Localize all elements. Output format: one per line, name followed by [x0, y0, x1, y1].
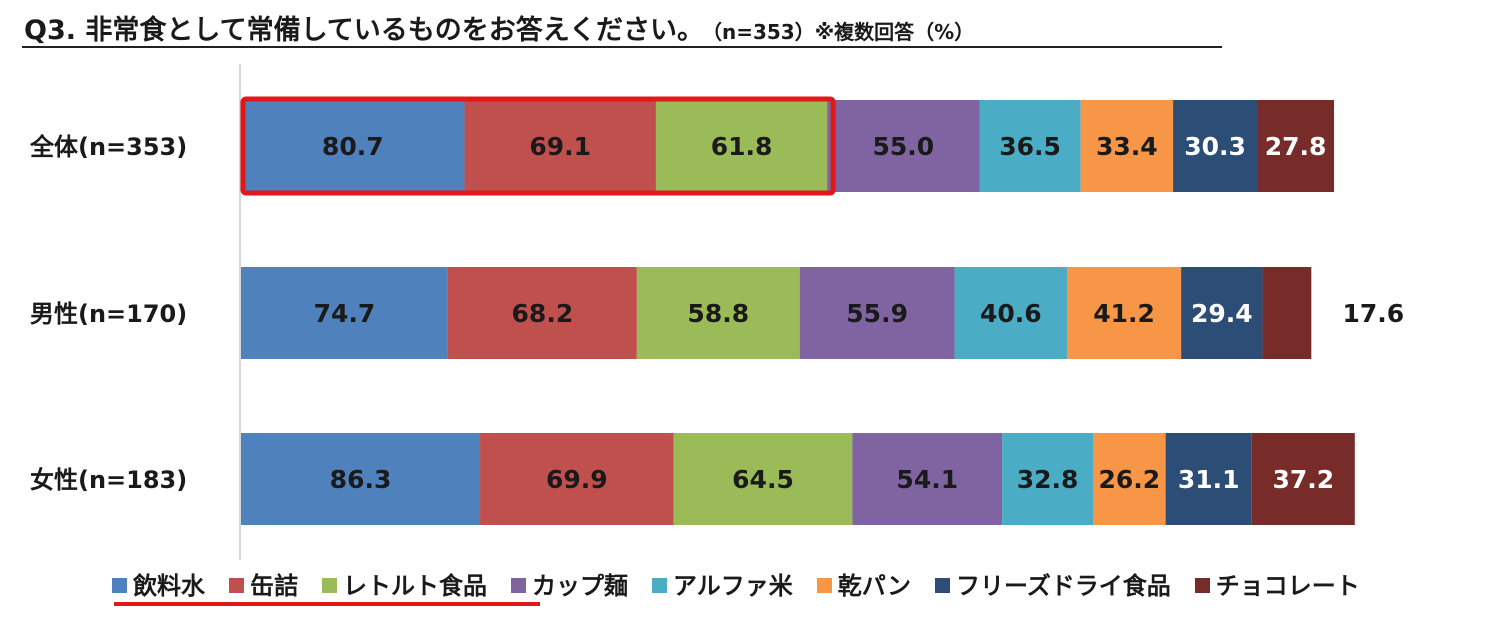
legend-swatch: [1194, 578, 1210, 593]
legend-item: チョコレート: [1194, 566, 1360, 601]
title-underline: [22, 46, 1222, 48]
bar-segment: [799, 267, 955, 359]
legend-swatch: [652, 578, 667, 593]
data-label: 61.8: [711, 132, 773, 161]
bar-segment: [1251, 433, 1355, 525]
legend-label: レトルト食品: [343, 572, 487, 600]
bar-segment: [1173, 100, 1258, 192]
legend-label: アルファ米: [673, 572, 793, 600]
bar-segment: [464, 100, 656, 192]
bar-segment: [1093, 433, 1166, 525]
bar-segment: [241, 267, 448, 359]
legend-label: カップ麺: [532, 572, 628, 600]
legend-item: カップ麺: [511, 566, 628, 601]
data-label: 54.1: [896, 465, 958, 494]
data-label: 55.0: [872, 132, 934, 161]
category-label: 全体(n=353): [29, 133, 187, 161]
data-label: 64.5: [732, 465, 794, 494]
bar-segment: [1067, 267, 1182, 359]
data-label: 40.6: [980, 299, 1042, 328]
legend-label: 乾パン: [837, 572, 911, 600]
legend-swatch: [816, 578, 832, 593]
legend-label: 缶詰: [250, 572, 298, 600]
data-label: 27.8: [1265, 132, 1327, 161]
chart-title-main: Q3. 非常食として常備しているものをお答えください。: [24, 15, 704, 46]
bar-segment: [673, 433, 853, 525]
data-label: 36.5: [999, 132, 1061, 161]
data-label: 32.8: [1017, 465, 1079, 494]
bar-segment: [1181, 267, 1263, 359]
bar-segment: [827, 100, 980, 192]
data-label: 29.4: [1191, 299, 1253, 328]
legend-label: チョコレート: [1215, 572, 1360, 600]
legend-swatch: [511, 578, 526, 593]
legend-label: 飲料水: [133, 572, 205, 600]
bar-segment: [1262, 267, 1312, 359]
bar-segment: [241, 100, 465, 192]
data-label: 69.9: [546, 465, 608, 494]
data-label: 74.7: [314, 299, 376, 328]
chart-title-sub: （n=353）※複数回答（%）: [711, 20, 975, 44]
bar-segment: [447, 267, 637, 359]
bar-segment: [636, 267, 800, 359]
data-label: 58.8: [687, 299, 749, 328]
bar-segment: [1165, 433, 1252, 525]
category-label: 女性(n=183): [30, 466, 187, 494]
data-label: 30.3: [1184, 132, 1246, 161]
data-label: 80.7: [322, 132, 384, 161]
bar-segment: [241, 433, 481, 525]
data-label: 17.6: [1342, 299, 1404, 328]
stacked-bar-chart: 全体(n=353) 80.7 69.1 61.8 55.0 36.5 33.4 30.3 27.…: [29, 64, 1404, 560]
legend-swatch: [322, 578, 337, 593]
chart-title: Q3. 非常食として常備しているものをお答えください。 （n=353）※複数回答（…: [24, 8, 974, 47]
data-label: 69.1: [529, 132, 591, 161]
legend-swatch: [112, 578, 127, 593]
legend: 飲料水 缶詰 レトルト食品 カップ麺 アルファ米 乾パン フリーズドライ食品 チョコレート: [112, 566, 1384, 601]
legend-item: 乾パン: [816, 566, 911, 601]
legend-item: レトルト食品: [322, 566, 487, 601]
bar-segment: [480, 433, 674, 525]
legend-label: フリーズドライ食品: [955, 572, 1171, 600]
bar-segment: [1257, 100, 1335, 192]
data-label: 86.3: [330, 465, 392, 494]
legend-swatch: [229, 578, 244, 593]
data-label: 31.1: [1178, 465, 1240, 494]
bar-segment: [852, 433, 1003, 525]
highlight-box: [240, 96, 836, 196]
data-label: 68.2: [512, 299, 574, 328]
legend-item: 缶詰: [229, 566, 298, 601]
data-label: 33.4: [1096, 132, 1158, 161]
bar-segment: [954, 267, 1068, 359]
legend-item: フリーズドライ食品: [934, 566, 1171, 601]
bar-segment: [1080, 100, 1174, 192]
category-label: 男性(n=170): [30, 300, 187, 328]
legend-highlight-underline: [114, 602, 540, 606]
bar-segment: [1002, 433, 1094, 525]
data-label: 41.2: [1093, 299, 1155, 328]
bar-segment: [655, 100, 828, 192]
data-label: 55.9: [846, 299, 908, 328]
legend-swatch: [934, 578, 950, 593]
legend-item: 飲料水: [112, 566, 205, 601]
legend-item: アルファ米: [652, 566, 793, 601]
data-label: 26.2: [1098, 465, 1160, 494]
data-label: 37.2: [1272, 465, 1334, 494]
bar-segment: [979, 100, 1081, 192]
